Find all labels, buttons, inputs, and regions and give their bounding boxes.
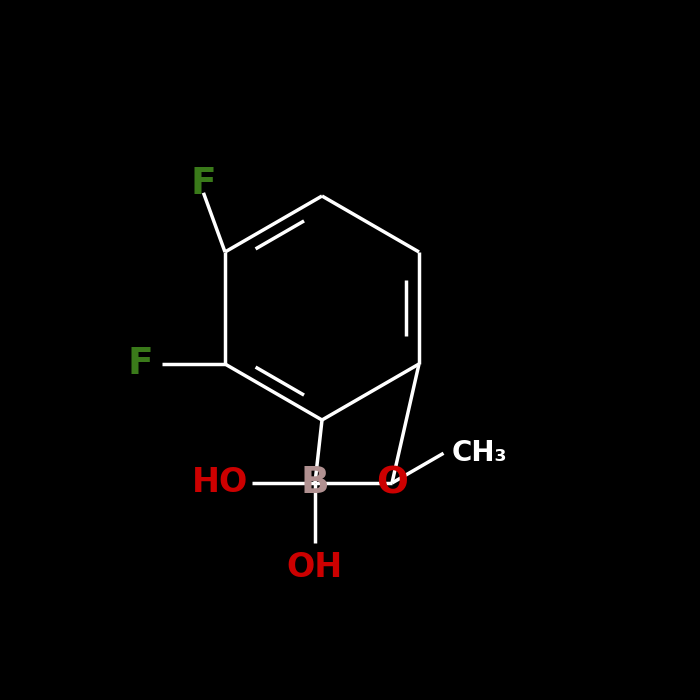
Text: OH: OH — [287, 551, 343, 584]
Text: F: F — [190, 167, 216, 202]
Text: B: B — [301, 465, 329, 501]
Text: CH₃: CH₃ — [452, 440, 507, 468]
Text: HO: HO — [193, 466, 248, 500]
Text: F: F — [128, 346, 153, 382]
Text: O: O — [376, 465, 408, 501]
